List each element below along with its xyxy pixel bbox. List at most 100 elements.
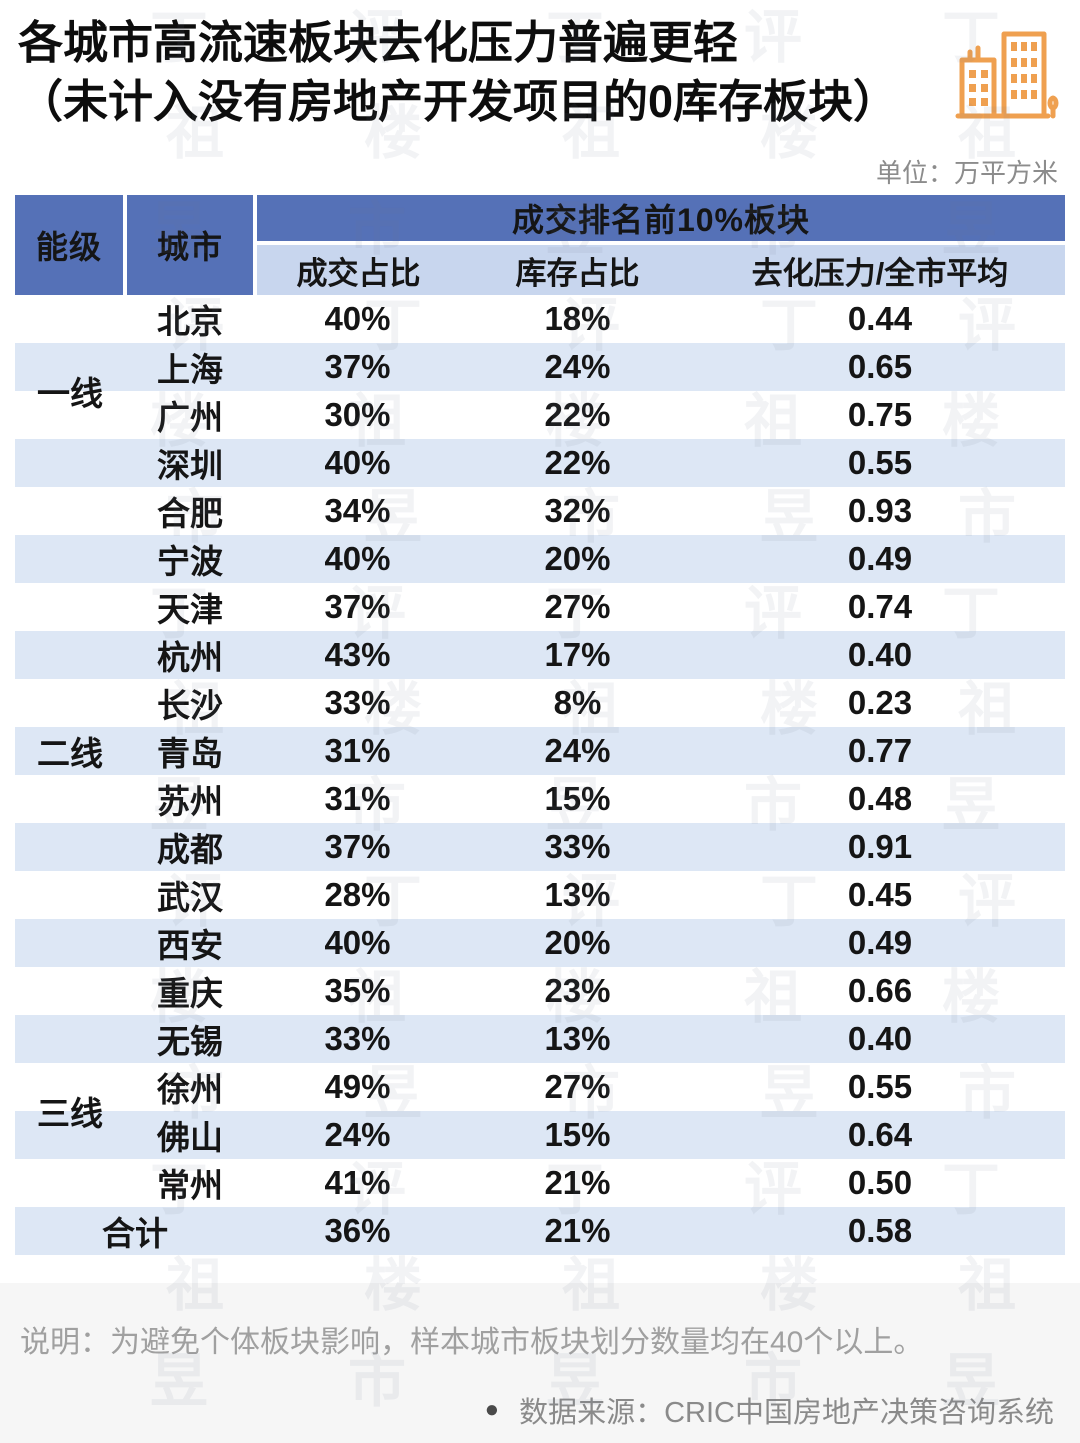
- stock-share-cell: 13%: [544, 876, 611, 913]
- header-row-2: 成交占比 库存占比 去化压力/全市平均: [15, 243, 1065, 295]
- pressure-cell: 0.45: [847, 876, 913, 913]
- stock-share-cell: 13%: [544, 1020, 611, 1057]
- deal-share-cell: 28%: [324, 876, 391, 913]
- deal-share-cell: 33%: [324, 684, 391, 721]
- pressure-cell: 0.91: [847, 828, 913, 865]
- pressure-cell: 0.64: [847, 1116, 913, 1153]
- deal-share-cell: 40%: [324, 444, 391, 481]
- deal-share-cell: 24%: [324, 1116, 391, 1153]
- table-row: 深圳 40% 22% 0.55: [14, 439, 1065, 487]
- city-cell: 成都: [156, 831, 223, 868]
- tier-cell: 一线: [14, 295, 125, 487]
- pressure-cell: 0.49: [847, 924, 913, 961]
- stock-share-cell: 22%: [544, 396, 611, 433]
- deal-share-cell: 40%: [324, 924, 391, 961]
- pressure-cell: 0.65: [847, 348, 913, 385]
- pressure-cell: 0.40: [847, 636, 913, 673]
- city-cell: 上海: [156, 351, 223, 388]
- table-row: 宁波 40% 20% 0.49: [14, 535, 1065, 583]
- table-row: 合计 36% 21% 0.58: [14, 1207, 1065, 1255]
- pressure-cell: 0.58: [847, 1212, 913, 1249]
- deal-share-cell: 41%: [324, 1164, 391, 1201]
- city-cell: 佛山: [156, 1119, 223, 1156]
- stock-share-cell: 15%: [544, 1116, 611, 1153]
- deal-share-cell: 37%: [324, 348, 391, 385]
- table-row: 徐州 49% 27% 0.55: [15, 1063, 1065, 1111]
- pressure-cell: 0.55: [847, 1068, 913, 1105]
- table-row: 常州 41% 21% 0.50: [15, 1159, 1065, 1207]
- table-row: 三线 无锡 33% 13% 0.40: [14, 1015, 1065, 1207]
- deal-share-cell: 30%: [324, 396, 391, 433]
- pressure-cell: 0.93: [847, 492, 913, 529]
- pressure-cell: 0.23: [847, 684, 913, 721]
- city-buildings-icon: [952, 20, 1062, 135]
- deal-share-cell: 40%: [324, 300, 391, 337]
- stock-share-cell: 20%: [544, 540, 611, 577]
- title-line-2: （未计入没有房地产开发项目的0库存板块）: [18, 75, 899, 127]
- stock-share-cell: 8%: [553, 684, 602, 721]
- stock-share-cell: 21%: [544, 1212, 611, 1249]
- page-header: 各城市高流速板块去化压力普遍更轻 （未计入没有房地产开发项目的0库存板块）: [0, 0, 1080, 135]
- table-row: 长沙 33% 8% 0.23: [15, 679, 1065, 727]
- pressure-cell: 0.75: [847, 396, 913, 433]
- table-row: 杭州 43% 17% 0.40: [14, 631, 1065, 679]
- deal-share-cell: 37%: [324, 588, 391, 625]
- page-title: 各城市高流速板块去化压力普遍更轻 （未计入没有房地产开发项目的0库存板块）: [18, 14, 898, 131]
- city-cell: 青岛: [156, 735, 223, 772]
- city-cell: 宁波: [156, 543, 223, 580]
- pressure-cell: 0.50: [847, 1164, 913, 1201]
- deal-share-cell: 31%: [324, 780, 391, 817]
- stock-share-cell: 18%: [544, 300, 611, 337]
- table-row: 二线 合肥 34% 32% 0.93: [14, 487, 1065, 1015]
- stock-share-cell: 27%: [544, 1068, 611, 1105]
- source-row: ● 数据来源：CRIC中国房地产决策咨询系统: [0, 1361, 1080, 1431]
- table-row: 佛山 24% 15% 0.64: [14, 1111, 1065, 1159]
- deal-share-cell: 31%: [324, 732, 391, 769]
- city-cell: 天津: [156, 591, 223, 628]
- city-cell: 合肥: [156, 495, 223, 532]
- stock-share-cell: 17%: [544, 636, 611, 673]
- title-line-1: 各城市高流速板块去化压力普遍更轻: [18, 17, 739, 68]
- table-row: 天津 37% 27% 0.74: [15, 583, 1065, 631]
- stock-share-cell: 33%: [544, 828, 611, 865]
- pressure-cell: 0.48: [847, 780, 913, 817]
- stock-share-cell: 23%: [544, 972, 611, 1009]
- bullet-icon: ●: [484, 1396, 500, 1423]
- pressure-cell: 0.44: [847, 300, 913, 337]
- table-row: 一线 北京 40% 18% 0.44: [14, 295, 1065, 487]
- city-cell: 深圳: [156, 447, 223, 484]
- pressure-cell: 0.66: [847, 972, 913, 1009]
- city-cell: 北京: [156, 303, 223, 340]
- table-row: 苏州 31% 15% 0.48: [15, 775, 1065, 823]
- city-cell: 杭州: [156, 639, 223, 676]
- source-text: 数据来源：CRIC中国房地产决策咨询系统: [519, 1397, 1054, 1429]
- header-top10-group: 成交排名前10%板块: [254, 195, 1065, 245]
- city-cell: 苏州: [156, 783, 223, 820]
- city-cell: 徐州: [156, 1071, 223, 1108]
- city-cell: 广州: [156, 399, 223, 436]
- table-row: 武汉 28% 13% 0.45: [15, 871, 1065, 919]
- deal-share-cell: 40%: [324, 540, 391, 577]
- header-row-1: 能级 城市 成交排名前10%板块: [14, 195, 1065, 295]
- table-body: 一线 北京 40% 18% 0.44 上海 37% 24% 0.65 广州 30% 22% 0.75 深圳…: [14, 295, 1065, 1255]
- stock-share-cell: 22%: [544, 444, 611, 481]
- city-cell: 武汉: [156, 879, 223, 916]
- city-cell: 无锡: [156, 1023, 223, 1060]
- header-city: 城市: [124, 195, 257, 295]
- city-cell: 西安: [156, 927, 223, 964]
- header-deal-share: 成交占比: [254, 243, 460, 295]
- header-pressure: 去化压力/全市平均: [694, 243, 1065, 295]
- deal-share-cell: 49%: [324, 1068, 391, 1105]
- footer: 说明：为避免个体板块影响，样本城市板块划分数量均在40个以上。 ● 数据来源：C…: [0, 1283, 1080, 1443]
- pressure-cell: 0.55: [847, 444, 913, 481]
- deal-share-cell: 36%: [324, 1212, 391, 1249]
- tier-cell: 三线: [14, 1015, 125, 1207]
- deal-share-cell: 33%: [324, 1020, 391, 1057]
- total-label-cell: 合计: [101, 1215, 168, 1252]
- table-row: 西安 40% 20% 0.49: [14, 919, 1065, 967]
- city-cell: 长沙: [156, 687, 223, 724]
- stock-share-cell: 20%: [544, 924, 611, 961]
- deal-share-cell: 43%: [324, 636, 391, 673]
- pressure-cell: 0.49: [847, 540, 913, 577]
- stock-share-cell: 24%: [544, 348, 611, 385]
